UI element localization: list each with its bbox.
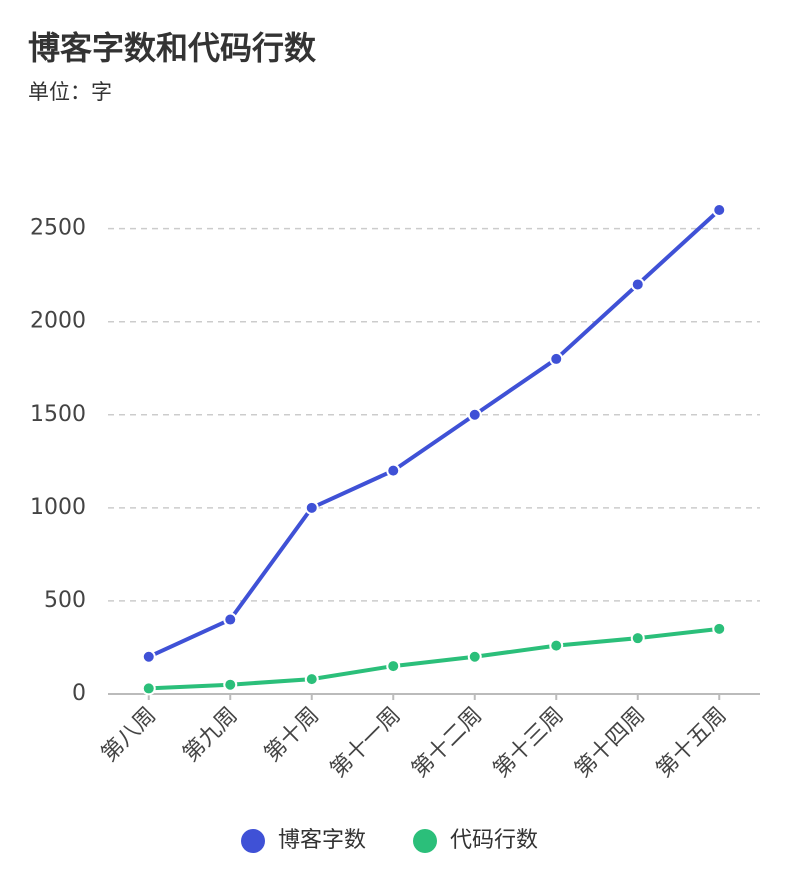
x-tick-label: 第九周: [178, 703, 242, 767]
data-point: [304, 500, 319, 515]
x-tick-label: 第十二周: [407, 703, 487, 783]
data-point: [467, 649, 482, 664]
data-point: [141, 681, 156, 696]
data-point: [630, 631, 645, 646]
data-point: [630, 277, 645, 292]
chart-subtitle: 单位：字: [28, 80, 112, 104]
y-tick-label: 500: [44, 588, 86, 613]
data-point: [223, 612, 238, 627]
data-point: [549, 638, 564, 653]
legend-marker: [413, 829, 437, 853]
x-tick-label: 第十一周: [326, 703, 406, 783]
x-tick-label: 第十三周: [489, 703, 569, 783]
legend-label: 代码行数: [450, 828, 538, 853]
x-tick-label: 第十四周: [570, 703, 650, 783]
y-tick-label: 1500: [30, 402, 86, 427]
legend-marker: [241, 829, 265, 853]
y-tick-label: 0: [72, 681, 86, 706]
data-point: [304, 672, 319, 687]
data-point: [712, 621, 727, 636]
data-point: [386, 463, 401, 478]
data-point: [223, 677, 238, 692]
series-line: [148, 626, 720, 691]
data-point: [712, 203, 727, 217]
x-tick-label: 第十周: [260, 703, 324, 767]
data-point: [467, 407, 482, 422]
data-point: [386, 659, 401, 674]
data-point: [141, 649, 156, 664]
y-tick-label: 1000: [30, 495, 86, 520]
y-tick-label: 2500: [30, 216, 86, 241]
chart-title: 博客字数和代码行数: [28, 29, 317, 67]
y-tick-label: 2000: [30, 309, 86, 334]
x-tick-label: 第十五周: [652, 703, 732, 783]
x-tick-label: 第八周: [97, 703, 161, 767]
series-line: [147, 208, 721, 659]
data-point: [549, 351, 564, 366]
legend-label: 博客字数: [278, 828, 366, 853]
